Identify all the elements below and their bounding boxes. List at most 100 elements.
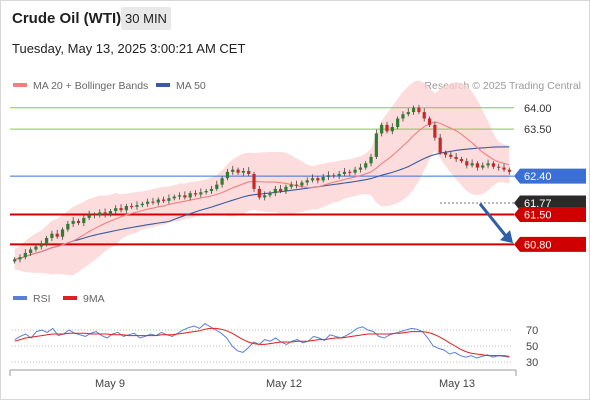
candle — [332, 175, 336, 177]
candle — [369, 156, 373, 164]
rsi-swatch — [13, 296, 27, 301]
legend-9ma: 9MA — [63, 293, 105, 305]
ma9-swatch — [63, 296, 77, 301]
candle — [321, 176, 325, 181]
rsi-tick-label: 30 — [526, 357, 538, 369]
candle — [236, 169, 240, 173]
level-label: 64.00 — [524, 103, 552, 115]
candle — [273, 188, 277, 194]
candle — [342, 171, 347, 174]
level-label: 62.40 — [524, 171, 552, 183]
candle — [146, 201, 150, 204]
candle — [300, 182, 304, 186]
candle — [161, 199, 166, 201]
candle — [13, 259, 17, 262]
candle — [114, 208, 118, 212]
candle — [193, 193, 198, 195]
candle — [284, 186, 288, 192]
candle — [76, 220, 81, 224]
candle — [294, 184, 299, 186]
candle — [103, 212, 107, 215]
candle — [44, 237, 49, 245]
candle — [92, 214, 97, 216]
forecast-arrow — [478, 202, 508, 238]
legend-rsi-label: RSI — [33, 293, 51, 305]
candle — [491, 163, 495, 167]
candle — [167, 198, 171, 201]
candle — [411, 107, 416, 113]
candle — [209, 188, 214, 192]
level-label-box — [514, 236, 586, 252]
rsi-tick-label: 70 — [526, 325, 538, 337]
candle — [417, 107, 421, 113]
timestamp: Tuesday, May 13, 2025 3:00:21 AM CET — [12, 41, 246, 56]
candle — [177, 195, 182, 197]
candle — [199, 192, 203, 195]
bollinger-band — [14, 80, 510, 276]
rsi-line — [14, 322, 510, 359]
level-label: 63.50 — [524, 124, 552, 136]
candle — [406, 112, 410, 115]
legend-ma20: MA 20 + Bollinger Bands — [13, 80, 148, 92]
interval-badge[interactable]: 30 MIN — [121, 7, 171, 30]
candle — [459, 159, 464, 162]
candle — [385, 124, 389, 132]
candle — [247, 170, 251, 174]
candle — [215, 184, 219, 189]
candle — [241, 170, 245, 173]
candle — [390, 127, 394, 132]
candle — [130, 205, 134, 207]
legend-ma50-label: MA 50 — [176, 80, 206, 92]
legend-ma50: MA 50 — [156, 80, 206, 92]
candle — [396, 118, 400, 128]
instrument-title: Crude Oil (WTI) — [12, 10, 122, 27]
candle — [108, 211, 113, 215]
candle — [257, 188, 261, 198]
candle — [268, 193, 272, 196]
candle — [449, 154, 453, 157]
candle — [172, 196, 176, 199]
candle — [252, 173, 256, 189]
candle — [98, 212, 102, 216]
candle — [135, 205, 139, 207]
candle — [60, 229, 65, 237]
candle — [39, 244, 43, 247]
candle — [55, 233, 59, 237]
candle — [358, 167, 363, 170]
ma20-line — [14, 121, 510, 260]
candle — [263, 195, 267, 198]
level-label-box — [514, 207, 586, 223]
candle — [475, 163, 480, 168]
candle — [486, 163, 490, 166]
candle — [188, 193, 192, 198]
legend-9ma-label: 9MA — [83, 293, 105, 305]
candle — [119, 208, 123, 211]
candle — [66, 223, 70, 230]
candle — [156, 199, 160, 203]
candle — [124, 205, 128, 211]
candle — [454, 156, 458, 160]
candle — [289, 184, 293, 187]
candle — [465, 161, 469, 166]
candle — [380, 124, 384, 134]
candle — [71, 220, 75, 224]
ma20-swatch — [13, 83, 27, 88]
legend-rsi: RSI — [13, 293, 51, 305]
candle — [151, 201, 155, 203]
candle — [364, 163, 368, 168]
rsi-ma-line — [14, 327, 510, 357]
candle — [87, 214, 91, 218]
candle — [50, 233, 54, 238]
candle — [443, 152, 448, 155]
candle — [470, 163, 474, 166]
candle — [438, 137, 442, 153]
x-tick-label: May 13 — [439, 378, 475, 390]
candle — [279, 188, 283, 192]
ma50-swatch — [156, 83, 170, 88]
candle — [82, 217, 86, 224]
level-label: 61.77 — [524, 198, 552, 210]
candle — [23, 252, 27, 258]
candle — [481, 165, 485, 168]
candle — [427, 118, 432, 125]
